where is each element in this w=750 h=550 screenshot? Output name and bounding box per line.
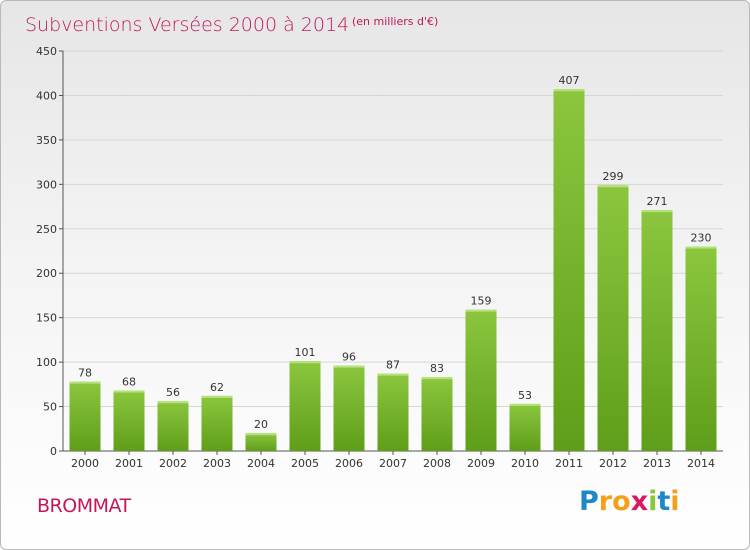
y-tick-label: 400 [36, 89, 57, 102]
chart-subtitle: (en milliers d'€) [352, 15, 438, 28]
bar-top-highlight [421, 377, 453, 380]
bar-top-highlight [113, 390, 145, 393]
y-tick-label: 300 [36, 178, 57, 191]
data-label-2011: 407 [559, 74, 580, 87]
data-label-2004: 20 [254, 418, 268, 431]
logo-letter: o [612, 486, 631, 517]
logo-letter: r [598, 486, 613, 517]
data-label-2013: 271 [647, 195, 668, 208]
grid-lines [63, 50, 723, 408]
chart-title: Subventions Versées 2000 à 2014 [25, 14, 349, 36]
axes: 0 50 100 150 200 250 300 350 400 450 2000 2001 2002 2… [36, 45, 723, 470]
x-tick-label-2012: 2012 [599, 457, 627, 470]
bar-top-highlight [201, 395, 233, 398]
bar-2001 [113, 390, 145, 451]
x-tick-label-2009: 2009 [467, 457, 495, 470]
y-tick-label: 100 [36, 356, 57, 369]
x-tick-label-2010: 2010 [511, 457, 539, 470]
x-tick-label-2008: 2008 [423, 457, 451, 470]
commune-label: BROMMAT [37, 495, 131, 517]
bar-2008 [421, 377, 453, 451]
logo-letter: i [670, 486, 680, 517]
x-tick-label-2002: 2002 [159, 457, 187, 470]
bar-top-highlight [509, 403, 541, 406]
x-tick-label-2007: 2007 [379, 457, 407, 470]
bar-2014 [685, 246, 717, 451]
x-tick-label-2014: 2014 [687, 457, 715, 470]
x-tick-label-2006: 2006 [335, 457, 363, 470]
logo-letter: t [657, 486, 671, 517]
bar-2003 [201, 395, 233, 451]
data-label-2005: 101 [295, 346, 316, 359]
data-label-2002: 56 [166, 386, 180, 399]
y-tick-label: 0 [50, 445, 57, 458]
bar-2011 [553, 89, 585, 451]
bar-2004 [245, 433, 277, 451]
data-label-2009: 159 [471, 295, 492, 308]
bar-top-highlight [157, 401, 189, 404]
data-label-2001: 68 [122, 376, 136, 389]
bar-top-highlight [465, 309, 497, 312]
bar-2009 [465, 309, 497, 451]
y-tick-label: 150 [36, 312, 57, 325]
x-tick-label-2004: 2004 [247, 457, 275, 470]
bar-top-highlight [245, 433, 277, 436]
y-tick-label: 450 [36, 45, 57, 58]
x-tick-label-2013: 2013 [643, 457, 671, 470]
logo-letter: P [579, 486, 599, 517]
bar-2012 [597, 185, 629, 451]
bar-2010 [509, 403, 541, 451]
logo-letter: x [630, 486, 649, 517]
bar-top-highlight [333, 365, 365, 368]
bar-2005 [289, 361, 321, 451]
bar-2000 [69, 381, 101, 451]
x-tick-label-2005: 2005 [291, 457, 319, 470]
y-tick-label: 200 [36, 267, 57, 280]
data-label-2008: 83 [430, 362, 444, 375]
bar-top-highlight [377, 373, 409, 376]
data-label-2007: 87 [386, 359, 400, 372]
bar-2013 [641, 210, 673, 451]
data-label-2003: 62 [210, 381, 224, 394]
x-tick-label-2011: 2011 [555, 457, 583, 470]
x-tick-label-2000: 2000 [71, 457, 99, 470]
bar-top-highlight [553, 89, 585, 92]
bar-top-highlight [641, 210, 673, 213]
y-tick-label: 250 [36, 223, 57, 236]
bar-top-highlight [597, 185, 629, 188]
data-label-2014: 230 [691, 232, 712, 245]
y-tick-label: 50 [43, 401, 57, 414]
bar-2002 [157, 401, 189, 451]
bar-2007 [377, 373, 409, 451]
data-label-2010: 53 [518, 389, 532, 402]
bar-top-highlight [685, 246, 717, 249]
data-label-2006: 96 [342, 351, 356, 364]
proxiti-logo: Proxiti [579, 486, 680, 517]
bar-top-highlight [289, 361, 321, 364]
x-tick-label-2003: 2003 [203, 457, 231, 470]
labels: 78 68 56 62 20 101 96 87 83 159 53 407 299 271 230 [78, 74, 712, 431]
logo-letter: i [648, 486, 658, 517]
y-tick-label: 350 [36, 134, 57, 147]
x-tick-label-2001: 2001 [115, 457, 143, 470]
bar-2006 [333, 365, 365, 451]
bars [69, 89, 717, 451]
data-label-2012: 299 [603, 170, 624, 183]
data-label-2000: 78 [78, 367, 92, 380]
bar-top-highlight [69, 381, 101, 384]
